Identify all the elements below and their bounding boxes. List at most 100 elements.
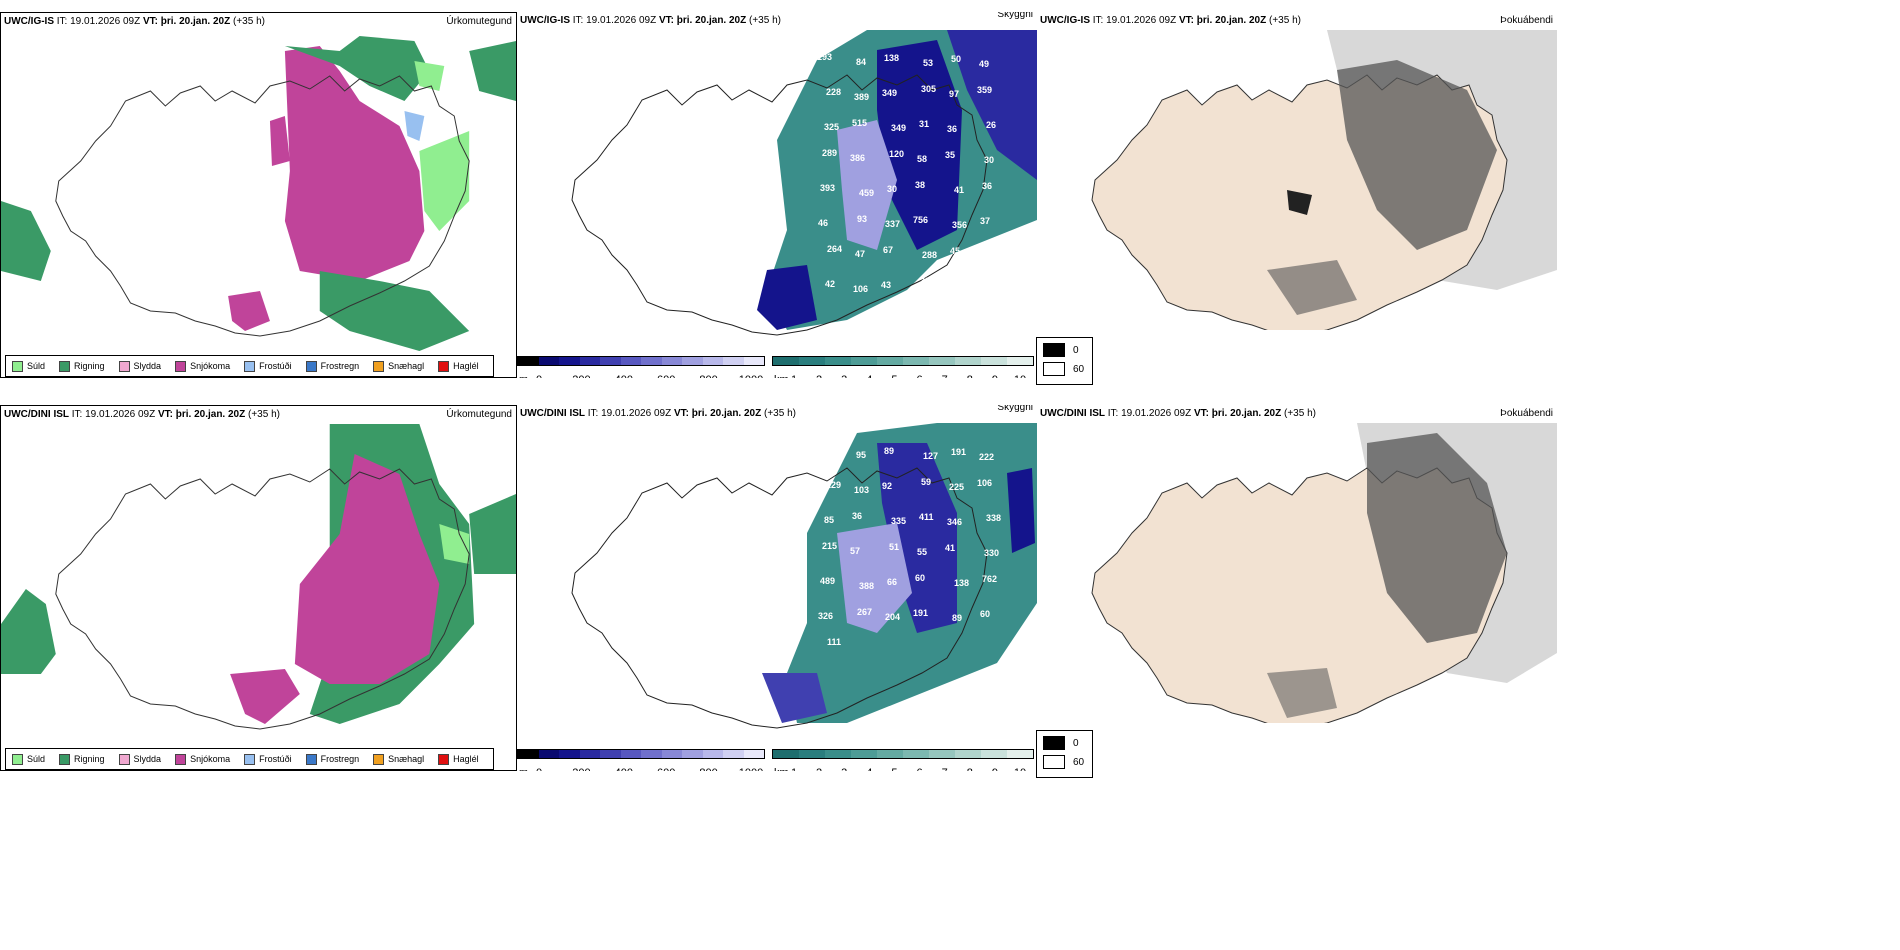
legend-item: Snjókoma (175, 360, 230, 372)
rain-area (469, 494, 516, 574)
ceiling-label: 37 (980, 216, 990, 226)
ceiling-label: 338 (986, 513, 1001, 523)
low-ceiling-area (837, 523, 912, 633)
ceiling-label: 459 (859, 188, 874, 198)
low-ceiling-area (762, 673, 827, 723)
it-value: 19.01.2026 09Z (601, 408, 672, 419)
legend-label: Súld (27, 361, 46, 371)
scale-unit: km (774, 374, 789, 378)
ceiling-label: 42 (825, 279, 835, 289)
ceiling-label: 46 (818, 218, 828, 228)
scale-tick: 10 (1014, 374, 1026, 378)
ceiling-label: 36 (982, 181, 992, 191)
legend-label: Haglél (453, 361, 479, 371)
ceiling-label: 92 (882, 481, 892, 491)
scale-tick: 6 (916, 374, 922, 378)
scale-swatch (702, 750, 723, 758)
ceiling-label: 47 (855, 249, 865, 259)
ceiling-label: 267 (857, 607, 872, 617)
scale-tick: 0 (536, 767, 542, 771)
scale-tick: 7 (942, 374, 948, 378)
ceiling-label: 204 (885, 612, 900, 622)
ceiling-labels: 134 95 89 127 191 222 229 103 92 59 225 106 85 36 335 4… (817, 445, 1001, 647)
visibility-panel-row1: UWC/IG-IS IT: 19.01.2026 09Z VT: þri. 20… (517, 12, 1037, 378)
scale-tick: 5 (891, 374, 897, 378)
legend-item: Súld (12, 753, 45, 765)
scale-swatch (825, 357, 851, 365)
legend-item: Rigning (59, 360, 105, 372)
lead-time: (+35 h) (749, 15, 781, 26)
scale-swatch (723, 357, 744, 365)
ceiling-label: 138 (884, 53, 899, 63)
ceiling-label: 326 (818, 611, 833, 621)
ceiling-label: 120 (889, 149, 904, 159)
scale-bar (517, 749, 765, 759)
drizzle-area (419, 131, 470, 231)
ceiling-label: 103 (854, 485, 869, 495)
panel-header: UWC/DINI ISL IT: 19.01.2026 09Z VT: þri.… (517, 405, 1037, 423)
scale-tick: 1000 (739, 374, 763, 378)
scale-swatch (579, 357, 600, 365)
ceiling-label: 53 (923, 58, 933, 68)
fog-light-label: 60 (1073, 363, 1085, 375)
legend-item: Frostregn (305, 753, 359, 765)
legend-swatch (12, 753, 23, 765)
ceiling-label: 305 (921, 84, 936, 94)
legend-item: Haglél (438, 360, 479, 372)
legend-swatch (59, 360, 71, 372)
panel-header: UWC/IG-IS IT: 19.01.2026 09Z VT: þri. 20… (1037, 12, 1557, 30)
scale-swatch (538, 357, 559, 365)
it-label: IT: (1092, 15, 1104, 26)
fog-light-label: 60 (1073, 756, 1085, 768)
ceiling-label: 41 (945, 543, 955, 553)
scale-swatch (538, 750, 559, 758)
scale-unit: km (774, 767, 789, 771)
it-value: 19.01.2026 09Z (1106, 15, 1177, 26)
scale-swatch (743, 750, 764, 758)
it-label: IT: (56, 16, 68, 27)
panel-header: UWC/IG-IS IT: 19.01.2026 09Z VT: þri. 20… (517, 12, 1037, 30)
drizzle-area (439, 524, 470, 564)
scale-unit: m (519, 767, 528, 771)
ceiling-label: 349 (882, 88, 897, 98)
scale-swatch (743, 357, 764, 365)
scale-swatch (929, 750, 955, 758)
scale-swatch (825, 750, 851, 758)
scale-tick: 8 (967, 767, 973, 771)
visibility-map: 193 84 138 53 50 49 228 389 349 305 97 359 325 515 349… (517, 30, 1037, 350)
scale-tick: 2 (816, 374, 822, 378)
ceiling-label: 59 (921, 477, 931, 487)
precip-legend: Súld Rigning Slydda Snjókoma Frostúði Frostre… (5, 355, 494, 377)
vt-value: þri. 20.jan. 20Z (691, 408, 762, 419)
legend-label: Snæhagl (388, 754, 425, 764)
scale-swatch (1007, 750, 1033, 758)
ceiling-label: 337 (885, 219, 900, 229)
ceiling-label: 392 (920, 276, 935, 286)
panel-title: Skyggni (997, 405, 1033, 413)
scale-swatch (981, 357, 1007, 365)
snow-area (294, 454, 440, 684)
scale-tick: 0 (536, 374, 542, 378)
lead-time: (+35 h) (1269, 15, 1301, 26)
ceiling-label: 67 (883, 245, 893, 255)
ceiling-label: 264 (827, 244, 842, 254)
fog-map (1037, 30, 1557, 330)
ceiling-label: 225 (949, 482, 964, 492)
legend-item: Rigning (59, 753, 105, 765)
ceiling-label: 228 (826, 87, 841, 97)
vt-value: þri. 20.jan. 20Z (676, 15, 747, 26)
low-ceiling-area (837, 120, 897, 250)
scale-tick: 6 (916, 767, 922, 771)
fog-map (1037, 423, 1557, 723)
ceiling-label: 106 (977, 478, 992, 488)
legend-item: Haglél (438, 753, 479, 765)
vt-label: VT: (1193, 408, 1209, 419)
fog-panel-row2: UWC/DINI ISL IT: 19.01.2026 09Z VT: þri.… (1037, 405, 1557, 725)
ceiling-label: 36 (852, 511, 862, 521)
precip-panel-row1: UWC/IG-IS IT: 19.01.2026 09Z VT: þri. 20… (0, 12, 517, 378)
scale-swatch (903, 357, 929, 365)
ceiling-label: 30 (887, 184, 897, 194)
model-name: UWC/IG-IS (520, 15, 570, 26)
scale-bar (517, 356, 765, 366)
ceiling-label: 344 (948, 281, 963, 291)
